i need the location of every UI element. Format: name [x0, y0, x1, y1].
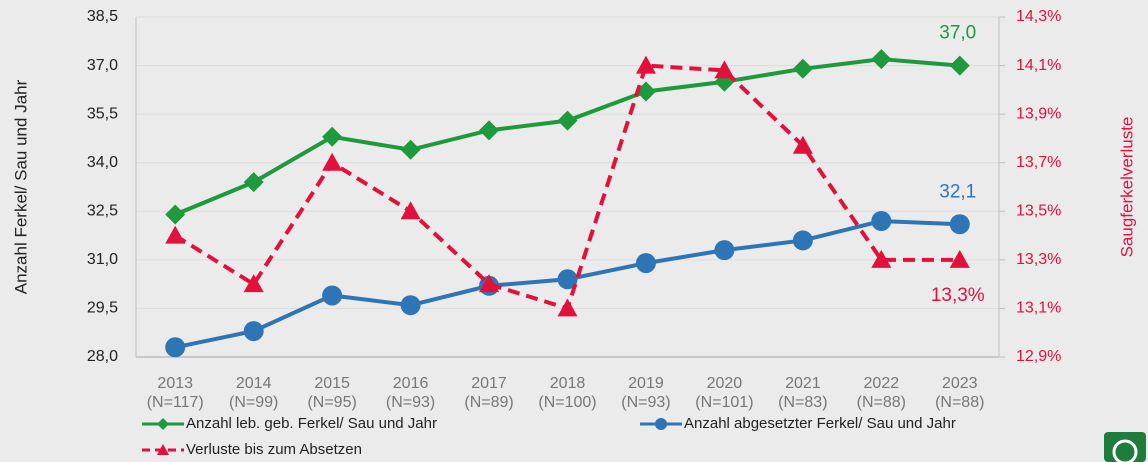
y-tick-label: 34,0: [87, 154, 118, 171]
x-tick-label: 2013: [157, 375, 193, 392]
circle-marker: [871, 211, 892, 231]
legend-label: Anzahl leb. geb. Ferkel/ Sau und Jahr: [186, 415, 437, 432]
x-tick-label: 2020: [707, 375, 743, 392]
y-axis-label: Anzahl Ferkel/ Sau und Jahr: [11, 79, 30, 294]
logo: [1104, 432, 1146, 462]
x-tick-sublabel: (N=101): [695, 394, 753, 411]
y2-axis-label: Saugferkelverluste: [1117, 117, 1136, 258]
y2-tick-label: 14,1%: [1016, 57, 1061, 74]
triangle-marker: [949, 249, 970, 268]
triangle-marker: [165, 225, 186, 244]
y-tick-label: 28,0: [87, 348, 118, 365]
x-tick-sublabel: (N=93): [386, 394, 435, 411]
diamond-marker: [792, 58, 813, 79]
y2-tick-label: 13,7%: [1016, 154, 1061, 171]
x-tick-sublabel: (N=93): [621, 394, 670, 411]
x-tick-label: 2017: [471, 375, 507, 392]
legend-label: Verluste bis zum Absetzen: [186, 441, 362, 458]
circle-marker: [557, 269, 578, 290]
triangle-marker: [871, 249, 892, 268]
value-label: 32,1: [939, 181, 976, 202]
circle-marker: [165, 337, 186, 358]
y-tick-label: 31,0: [87, 251, 118, 268]
y2-tick-label: 13,3%: [1016, 251, 1061, 268]
y2-tick-label: 12,9%: [1016, 348, 1061, 365]
x-tick-label: 2021: [785, 375, 821, 392]
y2-tick-label: 13,5%: [1016, 203, 1061, 220]
x-tick-label: 2018: [550, 375, 586, 392]
y2-tick-label: 14,3%: [1016, 8, 1061, 25]
y-tick-label: 37,0: [87, 57, 118, 74]
diamond-marker: [165, 204, 186, 225]
x-tick-sublabel: (N=89): [464, 394, 513, 411]
circle-marker: [949, 214, 970, 235]
diamond-marker: [243, 172, 264, 193]
circle-marker: [243, 321, 264, 342]
triangle-marker: [635, 55, 656, 74]
legend-marker: [655, 418, 667, 430]
triangle-marker: [792, 135, 813, 154]
y-tick-label: 35,5: [87, 105, 118, 122]
value-label: 13,3%: [931, 285, 985, 306]
diamond-marker: [479, 120, 500, 141]
y2-tick-label: 13,9%: [1016, 105, 1061, 122]
triangle-marker: [557, 298, 578, 317]
diamond-marker: [400, 139, 421, 160]
triangle-marker: [400, 201, 421, 220]
triangle-marker: [243, 274, 264, 293]
diamond-marker: [557, 110, 578, 131]
x-tick-sublabel: (N=99): [229, 394, 278, 411]
y-tick-label: 29,5: [87, 300, 118, 317]
x-tick-label: 2015: [314, 375, 350, 392]
triangle-marker: [479, 274, 500, 293]
legend-marker: [157, 444, 169, 455]
x-tick-label: 2022: [864, 375, 900, 392]
diamond-marker: [322, 126, 343, 147]
legend-label: Anzahl abgesetzter Ferkel/ Sau und Jahr: [684, 415, 956, 432]
x-tick-sublabel: (N=117): [147, 394, 204, 411]
circle-marker: [714, 240, 735, 261]
triangle-marker: [714, 60, 735, 79]
legend-marker: [157, 418, 169, 430]
x-tick-label: 2023: [942, 375, 978, 392]
x-tick-label: 2019: [628, 375, 664, 392]
x-tick-sublabel: (N=88): [935, 394, 984, 411]
circle-marker: [400, 295, 421, 316]
x-tick-sublabel: (N=88): [857, 394, 906, 411]
x-tick-sublabel: (N=95): [307, 394, 356, 411]
circle-marker: [635, 253, 656, 274]
circle-marker: [792, 230, 813, 251]
y-tick-label: 32,5: [87, 203, 118, 220]
circle-marker: [322, 285, 343, 306]
diamond-marker: [949, 55, 970, 76]
value-label: 37,0: [939, 23, 976, 44]
y2-tick-label: 13,1%: [1016, 300, 1061, 317]
x-tick-label: 2016: [393, 375, 429, 392]
triangle-marker: [322, 152, 343, 171]
x-tick-label: 2014: [236, 375, 272, 392]
x-tick-sublabel: (N=100): [538, 394, 596, 411]
y-tick-label: 38,5: [87, 8, 118, 25]
diamond-marker: [871, 49, 892, 70]
x-tick-sublabel: (N=83): [778, 394, 827, 411]
